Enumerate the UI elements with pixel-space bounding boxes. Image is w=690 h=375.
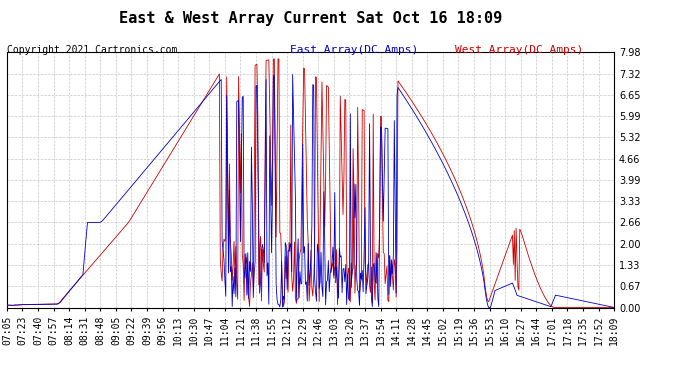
Text: East & West Array Current Sat Oct 16 18:09: East & West Array Current Sat Oct 16 18:… [119, 11, 502, 26]
Text: East Array(DC Amps): East Array(DC Amps) [290, 45, 418, 55]
Text: Copyright 2021 Cartronics.com: Copyright 2021 Cartronics.com [7, 45, 177, 55]
Text: West Array(DC Amps): West Array(DC Amps) [455, 45, 584, 55]
